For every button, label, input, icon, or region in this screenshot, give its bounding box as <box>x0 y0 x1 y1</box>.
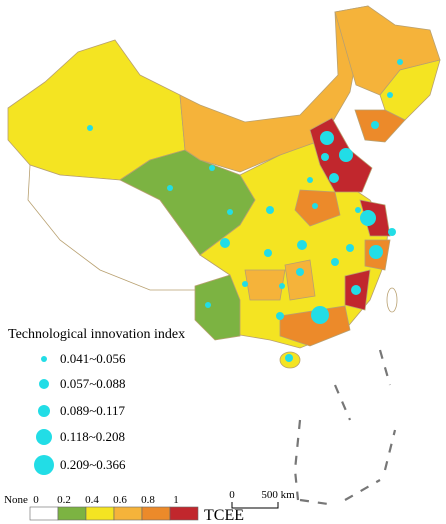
bubble <box>346 244 354 252</box>
color-scale: None 0 0.2 0.4 0.6 0.8 1 TCEE <box>4 494 244 524</box>
scale-tick-label: 1 <box>173 494 179 506</box>
hunan <box>284 259 316 301</box>
color-box <box>85 506 115 521</box>
bubble <box>329 173 339 183</box>
scale-label: 500 km <box>261 489 295 501</box>
bubble <box>311 306 329 324</box>
liaoning <box>354 109 406 143</box>
scale-bar: 0 500 km <box>229 489 295 509</box>
scale-tick-label: None <box>4 494 28 506</box>
bubble <box>220 238 230 248</box>
bubble <box>320 131 334 145</box>
legend-bubble <box>41 356 47 362</box>
bubble <box>355 207 361 213</box>
bubble <box>387 92 393 98</box>
bubble <box>312 203 318 209</box>
legend-bubble <box>34 455 54 475</box>
guangdong <box>279 305 351 347</box>
bubble <box>205 302 211 308</box>
bubble <box>167 185 173 191</box>
bubble <box>285 354 293 362</box>
dash-line <box>293 349 397 507</box>
bubble-legend-title: Technological innovation index <box>8 327 185 342</box>
legend-bubble <box>38 405 50 417</box>
bubble <box>266 206 274 214</box>
legend-bubble <box>36 429 52 445</box>
guizhou <box>244 269 286 301</box>
scale-tick-label: 0 <box>33 494 39 506</box>
bubble <box>339 148 353 162</box>
legend-bubble <box>39 379 49 389</box>
nine-dash-line <box>293 349 397 507</box>
legend-label: 0.089~0.117 <box>60 403 126 418</box>
legend-label: 0.041~0.056 <box>60 351 126 366</box>
bubble <box>227 209 233 215</box>
bubble <box>297 240 307 250</box>
bubble <box>331 258 339 266</box>
provinces <box>7 5 441 369</box>
bubble <box>388 228 396 236</box>
scale-tick-label: 0.8 <box>141 494 155 506</box>
color-box <box>29 506 59 521</box>
bubble <box>397 59 403 65</box>
legend-label: 0.118~0.208 <box>60 429 125 444</box>
bubble <box>87 125 93 131</box>
scale-bar-line <box>231 502 279 509</box>
bubble <box>307 177 313 183</box>
bubble <box>242 281 248 287</box>
bubble <box>351 285 361 295</box>
color-box <box>169 506 199 521</box>
bubble <box>360 210 376 226</box>
legend-label: 0.209~0.366 <box>60 457 126 472</box>
bubble <box>371 121 379 129</box>
bubble <box>209 165 215 171</box>
color-box <box>57 506 87 521</box>
scale-tick-label: 0.2 <box>57 494 71 506</box>
bubble-legend: 0.041~0.056 0.057~0.088 0.089~0.117 0.118~0… <box>34 351 126 475</box>
legend-label: 0.057~0.088 <box>60 376 126 391</box>
bubble <box>279 283 285 289</box>
qinghai <box>119 149 256 256</box>
bubbles <box>87 59 403 362</box>
scale-title: TCEE <box>204 507 244 524</box>
scale-label: 0 <box>229 489 235 501</box>
color-box <box>141 506 171 521</box>
henan <box>294 189 341 227</box>
color-box <box>113 506 143 521</box>
scale-tick-label: 0.6 <box>113 494 127 506</box>
taiwan <box>386 287 398 313</box>
bubble <box>276 312 284 320</box>
bubble <box>321 153 329 161</box>
bubble <box>264 249 272 257</box>
bubble <box>369 245 383 259</box>
bubble <box>296 268 304 276</box>
scale-tick-label: 0.4 <box>85 494 99 506</box>
yunnan <box>194 274 241 341</box>
